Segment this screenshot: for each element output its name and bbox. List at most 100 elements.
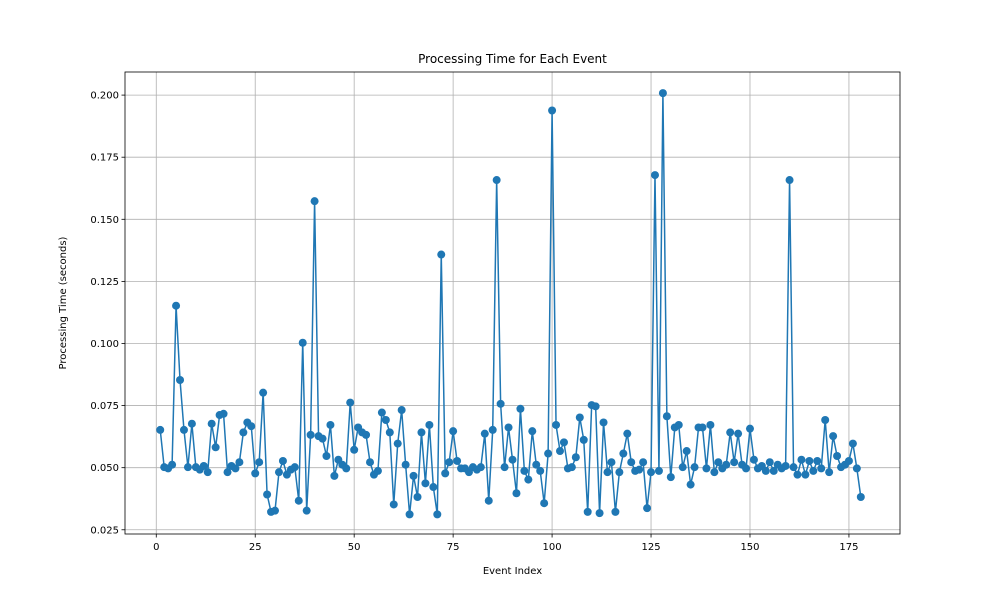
data-point [255, 458, 264, 467]
data-point [476, 463, 485, 472]
data-point [575, 413, 584, 422]
data-point [769, 466, 778, 475]
data-point [710, 468, 719, 477]
data-point [801, 470, 810, 479]
data-point [548, 106, 557, 115]
data-point [259, 388, 268, 397]
data-point [235, 458, 244, 467]
data-point [567, 463, 576, 472]
data-point [168, 460, 177, 469]
data-point [829, 432, 838, 441]
data-point [734, 429, 743, 438]
data-point [496, 399, 505, 408]
data-point [524, 475, 533, 484]
data-point [611, 507, 620, 516]
y-tick-label: 0.025 [90, 525, 119, 536]
data-point [342, 464, 351, 473]
data-point [532, 460, 541, 469]
data-point [302, 506, 311, 515]
data-point [330, 471, 339, 480]
data-point [536, 466, 545, 475]
data-point [643, 504, 652, 513]
data-point [619, 449, 628, 458]
data-point [187, 419, 196, 428]
series-layer [156, 89, 865, 519]
y-tick-label: 0.050 [90, 463, 119, 474]
data-point [231, 464, 240, 473]
data-point [714, 458, 723, 467]
data-point [825, 468, 834, 477]
data-point [207, 419, 216, 428]
data-point [856, 492, 865, 501]
data-point [730, 458, 739, 467]
data-point [449, 427, 458, 436]
data-point [409, 471, 418, 480]
data-point [377, 408, 386, 417]
data-point [199, 461, 208, 470]
data-point [785, 176, 794, 185]
data-point [366, 458, 375, 467]
data-point [599, 418, 608, 427]
data-point [393, 439, 402, 448]
data-point [271, 506, 280, 515]
data-point [239, 428, 248, 437]
x-tick-label: 100 [543, 542, 562, 553]
data-point [749, 455, 758, 464]
data-point [742, 464, 751, 473]
data-point [263, 490, 272, 499]
data-point [179, 425, 188, 434]
data-point [500, 463, 509, 472]
data-point [583, 507, 592, 516]
data-point [278, 456, 287, 465]
data-point [251, 469, 260, 478]
data-point [389, 500, 398, 509]
y-tick-label: 0.100 [90, 339, 119, 350]
data-point [595, 509, 604, 518]
data-point [603, 468, 612, 477]
data-point [520, 466, 529, 475]
data-point [346, 398, 355, 407]
data-point [813, 456, 822, 465]
data-point [385, 428, 394, 437]
data-point [745, 424, 754, 433]
data-point [682, 447, 691, 456]
data-point [528, 427, 537, 436]
data-point [172, 301, 181, 310]
y-axis: 0.025 0.050 0.075 0.100 0.125 0.150 0.175 0.200 [90, 91, 125, 536]
data-point [607, 458, 616, 467]
data-point [848, 439, 857, 448]
data-point [294, 496, 303, 505]
data-point [318, 434, 327, 443]
data-point [211, 443, 220, 452]
data-point [437, 250, 446, 259]
data-point [686, 480, 695, 489]
y-tick-label: 0.150 [90, 215, 119, 226]
y-tick-label: 0.175 [90, 153, 119, 164]
x-axis: 0 25 50 75 100 125 150 175 [153, 534, 858, 553]
data-point [781, 461, 790, 470]
data-point [413, 492, 422, 501]
data-point [591, 402, 600, 411]
x-tick-label: 75 [447, 542, 460, 553]
data-point [512, 489, 521, 498]
data-point [627, 458, 636, 467]
x-tick-label: 0 [153, 542, 159, 553]
data-point [690, 463, 699, 472]
plot-frame [124, 71, 901, 535]
data-point [805, 456, 814, 465]
data-point [639, 458, 648, 467]
data-point [658, 89, 667, 98]
data-point [722, 460, 731, 469]
data-point [381, 415, 390, 424]
data-point [504, 423, 513, 432]
data-point [559, 438, 568, 447]
data-point [405, 510, 414, 519]
x-tick-label: 125 [641, 542, 660, 553]
data-point [326, 420, 335, 429]
data-point [623, 429, 632, 438]
data-point [453, 456, 462, 465]
data-point [789, 463, 798, 472]
data-point [373, 466, 382, 475]
